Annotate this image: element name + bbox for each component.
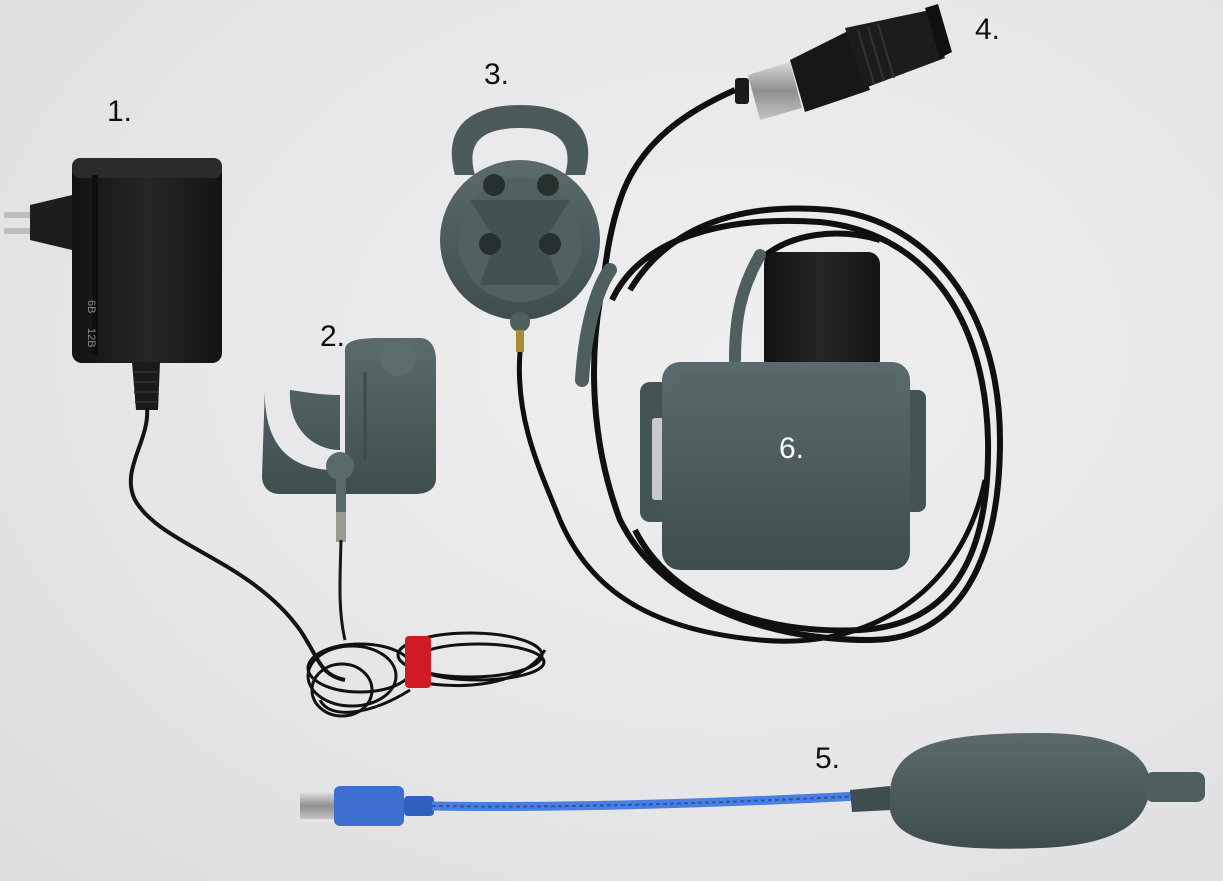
adapter-marking-6b: 6B <box>85 300 97 313</box>
red-velcro-strap <box>405 636 431 688</box>
power-adapter: 6B 12B <box>4 158 222 410</box>
usb-cable-device <box>300 733 1205 849</box>
adapter-cable <box>128 407 346 682</box>
label-6: 6. <box>779 432 805 465</box>
label-1: 1. <box>107 95 133 128</box>
round-sensor-cable <box>516 351 988 644</box>
label-2: 2. <box>320 320 346 353</box>
label-5: 5. <box>815 742 841 775</box>
adapter-marking-12b: 12B <box>85 328 97 348</box>
label-4: 4. <box>975 13 1001 46</box>
round-sensor <box>440 105 600 352</box>
main-unit-cable-sleeve <box>729 249 766 366</box>
main-unit <box>640 252 926 570</box>
coiled-cable-bundle <box>306 631 547 718</box>
clip-sensor-cable <box>338 539 347 641</box>
label-3: 3. <box>484 58 510 91</box>
clip-sensor <box>262 338 436 542</box>
main-unit-cable-loop <box>591 205 1004 644</box>
cable-splitter-sleeve <box>575 263 617 387</box>
